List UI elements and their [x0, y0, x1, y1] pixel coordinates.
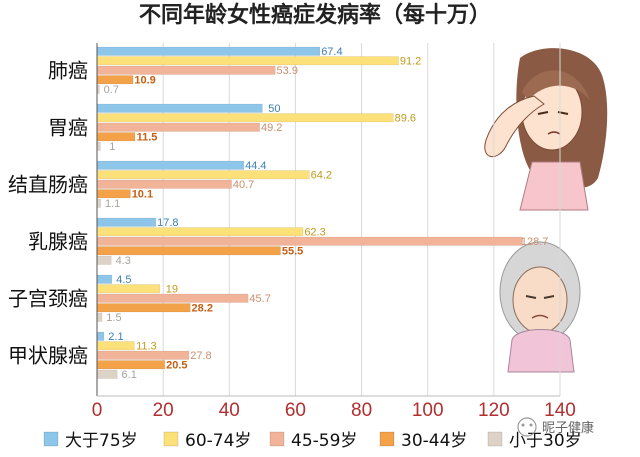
legend-swatch	[163, 431, 179, 447]
legend-swatch	[269, 431, 285, 447]
watermark: 昵子健康	[517, 417, 594, 437]
bar	[96, 75, 134, 85]
data-label: 49.2	[261, 122, 282, 134]
x-axis: 0 20 40 60 80 100 120 140	[92, 43, 576, 421]
category-label: 肺癌	[48, 58, 88, 82]
bar	[96, 179, 232, 189]
bar	[96, 312, 103, 322]
x-tick-label: 140	[544, 400, 576, 421]
data-label: 28.2	[192, 303, 213, 315]
bar	[96, 46, 321, 56]
legend-label: 60-74岁	[185, 431, 251, 451]
category-label: 乳腺癌	[28, 229, 88, 253]
data-label: 4.3	[116, 255, 131, 267]
x-tick-label: 20	[153, 400, 174, 421]
bar	[96, 227, 304, 237]
bar	[96, 103, 263, 113]
data-label: 55.5	[282, 246, 303, 258]
data-label: 53.9	[277, 65, 298, 77]
legend-label: 大于75岁	[65, 431, 138, 451]
legend-swatch	[487, 431, 503, 447]
x-tick-label: 40	[219, 400, 240, 421]
bar	[96, 122, 260, 132]
bar	[96, 274, 113, 284]
bar	[96, 331, 105, 341]
data-label: 4.5	[116, 274, 131, 286]
bar	[96, 198, 101, 208]
data-label: 50	[268, 103, 280, 115]
legend-label: 30-44岁	[401, 431, 467, 451]
elderly-woman-illustration	[499, 241, 581, 373]
gridlines	[162, 43, 561, 396]
legend-swatch	[43, 431, 59, 447]
chat-logo-icon	[517, 417, 537, 437]
bar	[96, 160, 245, 170]
data-label: 89.6	[395, 113, 416, 125]
chart-title: 不同年龄女性癌症发病率（每十万）	[139, 2, 491, 28]
bar	[96, 113, 394, 123]
legend-swatch	[379, 431, 395, 447]
x-tick-label: 120	[478, 400, 510, 421]
data-label: 11.3	[136, 341, 157, 353]
data-label: 10.9	[134, 75, 155, 87]
category-label: 子宫颈癌	[8, 286, 88, 310]
bar	[96, 170, 310, 180]
bar	[96, 217, 157, 227]
legend: 大于75岁 60-74岁 45-59岁 30-44岁 小于30岁	[43, 431, 582, 451]
data-label: 128.7	[521, 236, 549, 248]
data-label: 40.7	[233, 179, 254, 191]
legend-label: 45-59岁	[291, 431, 357, 451]
woman-headache-illustration	[484, 48, 608, 211]
x-tick-label: 80	[351, 400, 372, 421]
category-label: 胃癌	[48, 115, 88, 139]
data-label: 17.8	[157, 217, 178, 229]
data-label: 45.7	[249, 293, 270, 305]
bar	[96, 360, 166, 370]
data-label: 20.5	[166, 360, 187, 372]
data-label: 19	[166, 284, 178, 296]
bar	[96, 189, 131, 199]
bar	[96, 65, 276, 75]
category-label: 甲状腺癌	[8, 343, 88, 367]
x-tick-label: 0	[92, 400, 103, 421]
data-label: 1	[109, 141, 115, 153]
data-label: 1.1	[105, 198, 120, 210]
data-label: 0.7	[104, 84, 119, 96]
data-label: 6.1	[122, 369, 137, 381]
data-label: 62.3	[304, 227, 325, 239]
data-label: 64.2	[311, 170, 332, 182]
x-tick-label: 100	[412, 400, 444, 421]
bar	[96, 132, 136, 142]
watermark-text: 昵子健康	[542, 420, 594, 436]
data-label: 27.8	[190, 350, 211, 362]
bar	[96, 56, 399, 66]
data-label: 67.4	[321, 46, 342, 58]
bar	[96, 255, 112, 265]
bar	[96, 303, 191, 313]
data-label: 91.2	[400, 56, 421, 68]
bars	[96, 46, 523, 379]
bar	[96, 369, 118, 379]
data-label: 2.1	[108, 331, 123, 343]
category-label: 结直肠癌	[8, 172, 88, 196]
data-label: 44.4	[245, 160, 266, 172]
data-label: 10.1	[132, 189, 153, 201]
bar	[96, 246, 281, 256]
data-label: 1.5	[106, 312, 121, 324]
data-label: 11.5	[137, 132, 158, 144]
x-tick-label: 60	[285, 400, 306, 421]
data-labels: 67.4 91.2 53.9 10.9 0.7 50 89.6 49.2 11.5 1 44.4 64…	[104, 46, 549, 381]
